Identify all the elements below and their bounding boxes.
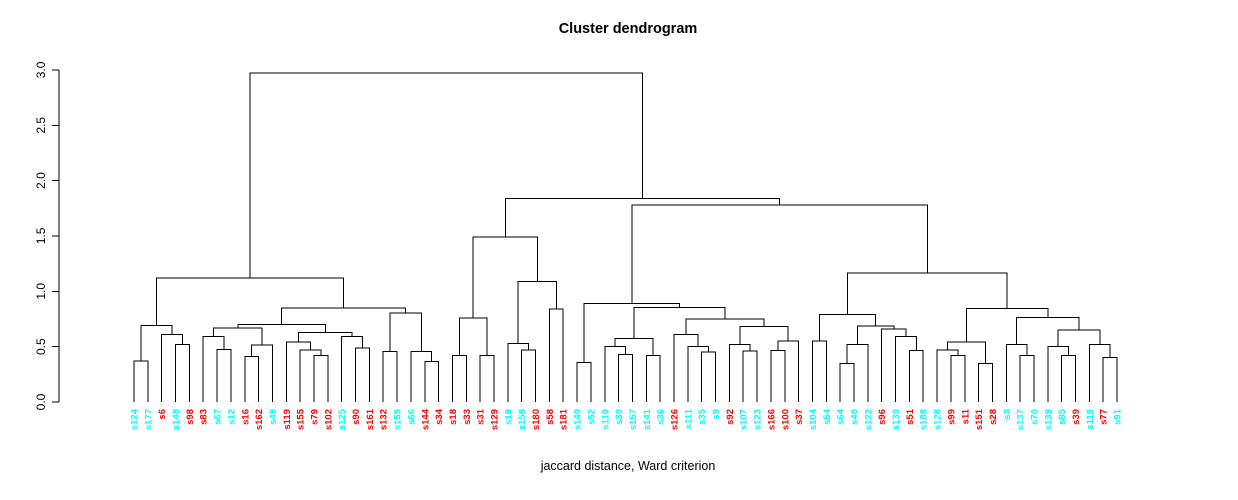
leaf-label-s124: s124 xyxy=(130,408,141,430)
leaf-label-s85: s85 xyxy=(1057,408,1068,425)
leaf-label-s40: s40 xyxy=(849,409,860,425)
leaf-label-s122: s122 xyxy=(863,409,874,430)
leaf-label-s100: s100 xyxy=(780,409,791,430)
chart-title: Cluster dendrogram xyxy=(559,21,698,37)
leaf-label-s177: s177 xyxy=(143,409,154,430)
leaf-labels: s124 s177 s6 s148 s98 s83 s67 s12 s16 s162 s49 s119… xyxy=(130,408,1124,430)
leaf-label-s159: s159 xyxy=(393,409,404,430)
leaf-label-s188: s188 xyxy=(919,409,930,430)
leaf-label-s52: s52 xyxy=(586,409,597,425)
leaf-label-s19: s19 xyxy=(503,409,514,425)
leaf-label-s54: s54 xyxy=(822,408,833,425)
leaf-label-s77: s77 xyxy=(1099,409,1110,425)
leaf-label-s28: s28 xyxy=(988,409,999,425)
leaf-label-s162: s162 xyxy=(254,409,265,430)
x-axis-label: jaccard distance, Ward criterion xyxy=(540,459,716,473)
y-axis-tick-label: 2.5 xyxy=(34,117,48,134)
leaf-label-s90: s90 xyxy=(351,409,362,425)
leaf-label-s79: s79 xyxy=(309,409,320,425)
leaf-label-s6: s6 xyxy=(157,409,168,420)
leaf-label-s128: s128 xyxy=(933,409,944,430)
y-axis-tick-label: 1.0 xyxy=(34,283,48,300)
leaf-label-s166: s166 xyxy=(766,409,777,430)
y-axis: 0.0 0.5 1.0 1.5 2.0 2.5 3.0 xyxy=(34,61,60,410)
leaf-label-s180: s180 xyxy=(531,409,542,430)
leaf-label-s92: s92 xyxy=(725,409,736,425)
dendrogram-branches xyxy=(133,72,1118,402)
leaf-label-s129: s129 xyxy=(489,409,500,430)
leaf-label-s123: s123 xyxy=(753,409,764,430)
leaf-label-s125: s125 xyxy=(337,408,348,430)
y-axis-tick-label: 0.0 xyxy=(34,393,48,410)
leaf-label-s37: s37 xyxy=(794,409,805,425)
y-axis-tick-label: 3.0 xyxy=(34,61,48,78)
leaf-label-s107: s107 xyxy=(739,409,750,430)
leaf-label-s51: s51 xyxy=(905,408,916,425)
y-axis-tick-label: 0.5 xyxy=(34,338,48,355)
leaf-label-s11: s11 xyxy=(960,408,971,424)
leaf-label-s83: s83 xyxy=(199,409,210,425)
leaf-label-s91: s91 xyxy=(1113,408,1124,425)
leaf-label-s66: s66 xyxy=(406,409,417,425)
leaf-label-s33: s33 xyxy=(462,409,473,425)
leaf-label-s35: s35 xyxy=(697,408,708,425)
leaf-label-s119: s119 xyxy=(282,409,293,430)
leaf-label-s111: s111 xyxy=(683,408,694,429)
leaf-label-s118: s118 xyxy=(1085,409,1096,430)
leaf-label-s148: s148 xyxy=(171,409,182,430)
leaf-label-s49: s49 xyxy=(268,409,279,425)
leaf-label-s31: s31 xyxy=(476,408,487,425)
leaf-label-s96: s96 xyxy=(877,409,888,425)
y-axis-tick-label: 1.5 xyxy=(34,227,48,244)
leaf-label-s151: s151 xyxy=(974,408,985,430)
leaf-label-s130: s130 xyxy=(891,409,902,430)
leaf-label-s99: s99 xyxy=(946,409,957,425)
y-axis-tick-label: 2.0 xyxy=(34,172,48,189)
leaf-label-s158: s158 xyxy=(517,409,528,430)
leaf-label-s102: s102 xyxy=(323,409,334,430)
leaf-label-s137: s137 xyxy=(1016,409,1027,430)
leaf-label-s110: s110 xyxy=(600,409,611,430)
leaf-label-s104: s104 xyxy=(808,408,819,430)
leaf-label-s16: s16 xyxy=(240,409,251,425)
leaf-label-s36: s36 xyxy=(656,409,667,425)
leaf-label-s34: s34 xyxy=(434,408,445,425)
leaf-label-s98: s98 xyxy=(185,409,196,425)
leaf-label-s67: s67 xyxy=(213,409,224,425)
leaf-label-s144: s144 xyxy=(420,408,431,430)
leaf-label-s161: s161 xyxy=(365,408,376,430)
leaf-label-s132: s132 xyxy=(379,409,390,430)
leaf-label-s126: s126 xyxy=(669,409,680,430)
leaf-label-s157: s157 xyxy=(628,409,639,430)
leaf-label-s18: s18 xyxy=(448,409,459,425)
leaf-label-s155: s155 xyxy=(296,408,307,430)
leaf-label-s12: s12 xyxy=(226,409,237,425)
leaf-label-s64: s64 xyxy=(836,408,847,425)
leaf-label-s140: s140 xyxy=(573,409,584,430)
dendrogram-tree xyxy=(133,72,1118,402)
leaf-label-s141: s141 xyxy=(642,408,653,430)
leaf-label-s70: s70 xyxy=(1029,409,1040,425)
leaf-label-s181: s181 xyxy=(559,408,570,430)
leaf-label-s139: s139 xyxy=(1043,409,1054,430)
leaf-label-s30: s30 xyxy=(614,409,625,425)
leaf-label-s3: s3 xyxy=(1002,409,1013,420)
leaf-label-s39: s39 xyxy=(1071,409,1082,425)
leaf-label-s58: s58 xyxy=(545,409,556,425)
leaf-label-s9: s9 xyxy=(711,409,722,420)
